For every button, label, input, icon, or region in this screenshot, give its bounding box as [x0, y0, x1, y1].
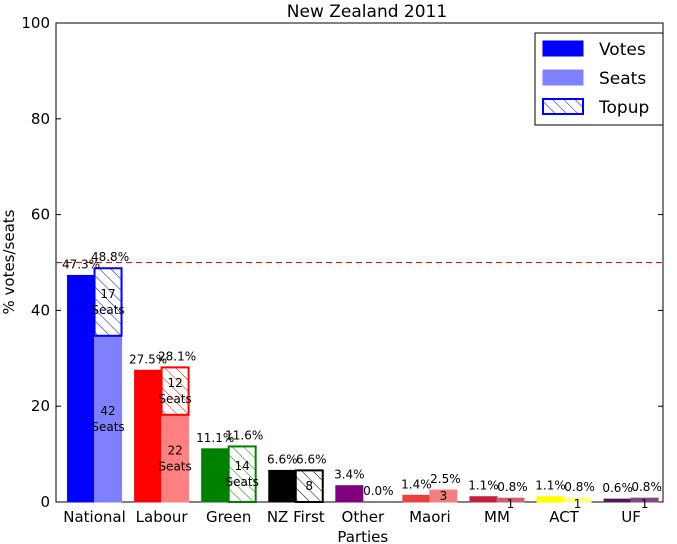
electorate-seat-label: 3	[440, 489, 448, 503]
seats-label: 0.8%	[497, 480, 528, 494]
seats-bar	[429, 489, 458, 503]
y-tick-label: 40	[31, 301, 50, 319]
votes-label: 1.4%	[401, 477, 432, 491]
seats-bar	[161, 414, 190, 503]
y-tick-label: 20	[31, 397, 50, 415]
x-tick-label: Labour	[136, 508, 189, 526]
topup-seat-label: Seats	[226, 475, 259, 489]
seats-label: 0.8%	[631, 480, 662, 494]
topup-seat-label: 14	[235, 459, 250, 473]
topup-seat-label: 17	[100, 287, 115, 301]
y-tick-label: 80	[31, 110, 50, 128]
seats-label: 6.6%	[296, 452, 327, 466]
legend: Votes Seats Topup	[534, 32, 664, 126]
votes-label: 3.4%	[334, 468, 365, 482]
chart-title: New Zealand 2011	[287, 2, 447, 22]
legend-label: Votes	[599, 40, 646, 60]
votes-bar	[603, 498, 632, 503]
votes-bar	[469, 496, 498, 503]
plot-area: 0 20 40 60 80 100 47.3%48.8% 17 Seats 42 Seats Nati…	[21, 14, 664, 544]
seats-label: 0.8%	[564, 480, 595, 494]
x-tick-label: UF	[621, 508, 641, 526]
y-tick-label: 100	[21, 14, 50, 32]
votes-label: 11.1%	[196, 431, 234, 445]
x-tick-label: NZ First	[267, 508, 325, 526]
y-tick-label: 0	[40, 493, 50, 511]
electorate-seat-label: Seats	[91, 420, 124, 434]
topup-seat-label: 12	[167, 376, 182, 390]
seats-label: 2.5%	[430, 472, 461, 486]
electorate-seat-label: 1	[641, 497, 649, 511]
seats-bar	[496, 497, 525, 503]
topup-seat-label: Seats	[91, 303, 124, 317]
votes-label: 1.1%	[468, 479, 499, 493]
seats-label: 0.0%	[363, 484, 394, 498]
votes-bar	[67, 274, 96, 503]
electorate-seat-label: 22	[167, 443, 182, 457]
votes-label: 0.6%	[602, 481, 633, 495]
votes-bar	[268, 469, 297, 503]
x-tick-label: Maori	[409, 508, 451, 526]
votes-bar	[536, 496, 565, 503]
votes-bar	[134, 369, 163, 503]
seats-label: 28.1%	[158, 349, 196, 363]
x-tick-label: Other	[342, 508, 385, 526]
seats-bar	[563, 497, 592, 503]
votes-bar	[402, 494, 431, 503]
votes-bar	[335, 485, 364, 503]
x-tick-label: MM	[484, 508, 510, 526]
electorate-seat-label: 1	[574, 497, 582, 511]
x-tick-label: Parties	[337, 528, 388, 544]
topup-bar	[227, 445, 257, 504]
legend-swatch	[542, 69, 584, 86]
y-axis-label: % votes/seats	[0, 209, 18, 314]
electorate-seat-label: Seats	[158, 459, 191, 473]
seats-bar	[94, 335, 123, 503]
x-tick-label: ACT	[549, 508, 579, 526]
legend-swatch	[542, 98, 584, 115]
electorate-seat-label: 42	[100, 404, 115, 418]
seats-bar	[630, 497, 659, 503]
electorate-seat-label: 1	[507, 497, 515, 511]
topup-bar	[160, 366, 190, 416]
votes-label: 6.6%	[267, 452, 298, 466]
y-tick-label: 60	[31, 206, 50, 224]
votes-label: 1.1%	[535, 479, 566, 493]
x-tick-label: National	[63, 508, 126, 526]
votes-bar	[201, 448, 230, 503]
votes-label: 27.5%	[129, 352, 167, 366]
legend-label: Topup	[598, 98, 649, 118]
x-tick-label: Green	[206, 508, 251, 526]
legend-label: Seats	[599, 69, 646, 89]
votes-label: 47.3%	[62, 257, 100, 271]
seats-label: 48.8%	[91, 250, 129, 264]
legend-swatch	[542, 40, 584, 57]
topup-bar	[294, 469, 324, 503]
topup-seat-label: Seats	[158, 392, 191, 406]
topup-seat-label: 8	[305, 479, 313, 493]
topup-bar	[93, 267, 123, 337]
seats-label: 11.6%	[225, 428, 263, 442]
